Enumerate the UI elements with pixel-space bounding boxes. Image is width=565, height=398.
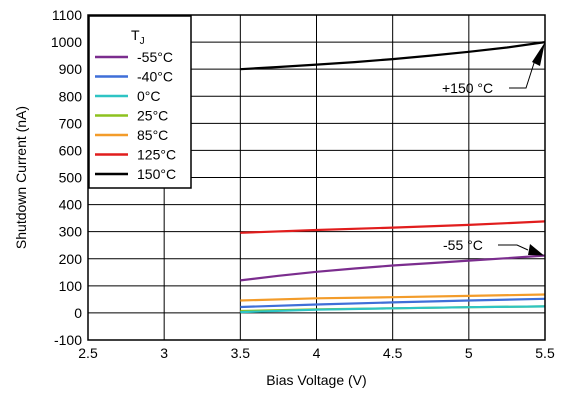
annotation-label: -55 °C: [443, 237, 483, 253]
legend: TJ -55°C -40°C 0°C 25°C 85°C 125°C 150°C: [88, 15, 192, 189]
y-tick-label: 200: [59, 251, 83, 267]
legend-label: 125°C: [137, 147, 176, 163]
legend-label: 85°C: [137, 127, 168, 143]
y-tick-label: 1100: [52, 7, 82, 23]
series-line-2: [240, 305, 546, 314]
y-tick-label: 800: [59, 88, 83, 104]
legend-label: 25°C: [137, 108, 168, 124]
legend-box: [88, 15, 192, 189]
y-tick-label: 1000: [51, 34, 82, 50]
series-line-5: [240, 220, 546, 234]
y-tick-label: 300: [59, 224, 83, 240]
x-axis-title: Bias Voltage (V): [266, 372, 366, 388]
legend-title-sub: J: [140, 36, 145, 47]
legend-label: -55°C: [137, 49, 173, 65]
y-tick-label: 400: [59, 197, 83, 213]
series-line-0: [240, 254, 546, 282]
x-tick-label: 4: [313, 345, 321, 361]
annotation-leader: [498, 244, 529, 251]
x-tick-labels: 2.5 3 3.5 4 4.5 5 5.5: [78, 345, 555, 361]
y-tick-label: -100: [54, 332, 82, 348]
x-tick-label: 2.5: [78, 345, 98, 361]
y-tick-label: 500: [59, 170, 83, 186]
legend-label: -40°C: [137, 69, 173, 85]
annotation-arrowhead: [528, 244, 544, 256]
series-lines: [240, 41, 546, 314]
annotation-leader: [509, 59, 536, 89]
legend-title-main: T: [131, 27, 140, 43]
annotations: +150 °C -55 °C: [442, 42, 545, 256]
y-tick-label: 600: [59, 142, 83, 158]
y-tick-label: 700: [59, 115, 83, 131]
y-tick-label: 0: [74, 305, 82, 321]
x-tick-label: 3.5: [231, 345, 251, 361]
x-tick-label: 4.5: [383, 345, 403, 361]
annotation-label: +150 °C: [442, 80, 493, 96]
y-tick-labels: -100 0 100 200 300 400 500 600 700 800 900 1000 1100: [51, 7, 82, 348]
x-tick-label: 5.5: [535, 345, 555, 361]
plot-frame: [87, 14, 546, 341]
y-axis-title: Shutdown Current (nA): [13, 106, 29, 249]
series-line-6: [240, 41, 546, 71]
y-tick-label: 100: [59, 278, 83, 294]
legend-title: TJ: [131, 27, 145, 47]
x-tick-label: 5: [465, 345, 473, 361]
x-tick-label: 3: [160, 345, 168, 361]
legend-items: -55°C -40°C 0°C 25°C 85°C 125°C 150°C: [95, 49, 176, 182]
legend-label: 0°C: [137, 88, 161, 104]
series-line-1: [240, 297, 546, 309]
legend-label: 150°C: [137, 166, 176, 182]
annotation-arrowhead: [532, 42, 545, 66]
y-tick-label: 900: [59, 61, 83, 77]
series-line-4: [240, 293, 546, 302]
